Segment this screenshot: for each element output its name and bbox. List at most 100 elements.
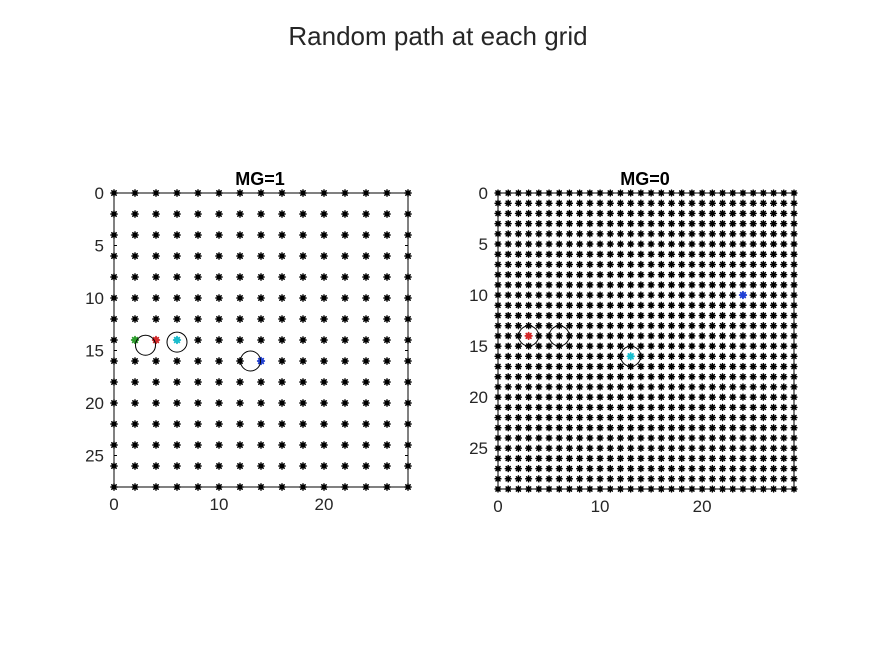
highlight-circle (548, 325, 570, 347)
grid-point (637, 260, 645, 269)
grid-point (341, 273, 349, 281)
grid-point (236, 273, 244, 281)
grid-point (627, 199, 635, 207)
grid-point (565, 281, 574, 289)
grid-point (708, 291, 716, 299)
grid-point (678, 271, 686, 279)
grid-point (362, 336, 370, 344)
grid-point (688, 301, 696, 309)
grid-point (173, 315, 181, 323)
grid-point (152, 378, 160, 386)
grid-point (524, 291, 533, 299)
grid-point (535, 444, 543, 452)
grid-point (299, 294, 307, 302)
grid-point (698, 322, 706, 330)
grid-point (596, 454, 604, 463)
grid-point (524, 393, 533, 401)
grid-point (545, 413, 553, 422)
grid-point (708, 383, 716, 391)
grid-point (698, 219, 706, 228)
y-tick-label: 10 (469, 286, 488, 305)
y-tick-label: 5 (479, 235, 488, 254)
grid-point (596, 373, 604, 381)
grid-point (616, 311, 625, 320)
grid-point (576, 281, 584, 289)
grid-point (780, 413, 788, 422)
grid-point (616, 219, 625, 228)
grid-point (362, 315, 370, 323)
grid-point (606, 230, 614, 238)
grid-point (524, 311, 533, 320)
grid-point (637, 464, 645, 473)
grid-point (596, 332, 604, 340)
grid-point (749, 260, 757, 269)
grid-point (576, 424, 584, 432)
grid-point (769, 260, 778, 269)
grid-point (545, 250, 553, 258)
grid-point (769, 209, 778, 218)
grid-point (320, 315, 328, 323)
grid-point (688, 271, 696, 279)
y-tick-label: 15 (469, 337, 488, 356)
grid-point (759, 332, 768, 340)
grid-point (739, 352, 747, 360)
grid-point (545, 444, 553, 452)
grid-point (194, 231, 202, 239)
grid-point (576, 434, 584, 442)
grid-point (576, 342, 584, 350)
grid-point (320, 273, 328, 281)
grid-point (535, 373, 543, 381)
grid-point (514, 291, 523, 299)
grid-point (555, 393, 563, 401)
grid-point (678, 434, 686, 442)
grid-point (535, 342, 543, 350)
grid-point (718, 260, 727, 269)
grid-point (362, 357, 370, 365)
grid-point (667, 240, 676, 248)
grid-point (667, 271, 676, 279)
grid-point (729, 373, 737, 381)
grid-point (688, 393, 696, 401)
grid-point (637, 291, 645, 299)
grid-point (545, 475, 553, 483)
grid-point (667, 362, 676, 371)
grid-point (739, 240, 747, 248)
grid-point (586, 322, 594, 330)
grid-point (688, 413, 696, 422)
grid-point (606, 260, 614, 269)
colored-point (130, 335, 140, 345)
grid-point (739, 434, 747, 442)
grid-point (616, 281, 625, 289)
grid-point (215, 357, 223, 365)
grid-point (299, 378, 307, 386)
grid-point (565, 464, 574, 473)
grid-point (647, 311, 655, 320)
grid-point (215, 336, 223, 344)
grid-point (667, 219, 676, 228)
grid-point (749, 454, 757, 463)
grid-point (278, 420, 286, 428)
grid-point (647, 322, 655, 330)
highlight-circle (135, 334, 156, 356)
grid-point (236, 315, 244, 323)
grid-point (586, 311, 594, 320)
grid-point (678, 332, 686, 340)
grid-point (780, 281, 788, 289)
grid-point (555, 475, 563, 483)
grid-point (739, 250, 747, 258)
grid-point (576, 240, 584, 248)
grid-point (596, 219, 604, 228)
grid-point (586, 393, 594, 401)
grid-point (278, 273, 286, 281)
grid-point (647, 454, 655, 463)
grid-point (667, 250, 676, 258)
grid-point (514, 403, 523, 411)
grid-point (524, 219, 533, 228)
grid-point (131, 378, 139, 386)
grid-point (780, 352, 788, 360)
grid-point (596, 434, 604, 442)
grid-point (678, 209, 686, 218)
grid-point (514, 373, 523, 381)
grid-point (627, 209, 635, 218)
grid-point (535, 301, 543, 309)
